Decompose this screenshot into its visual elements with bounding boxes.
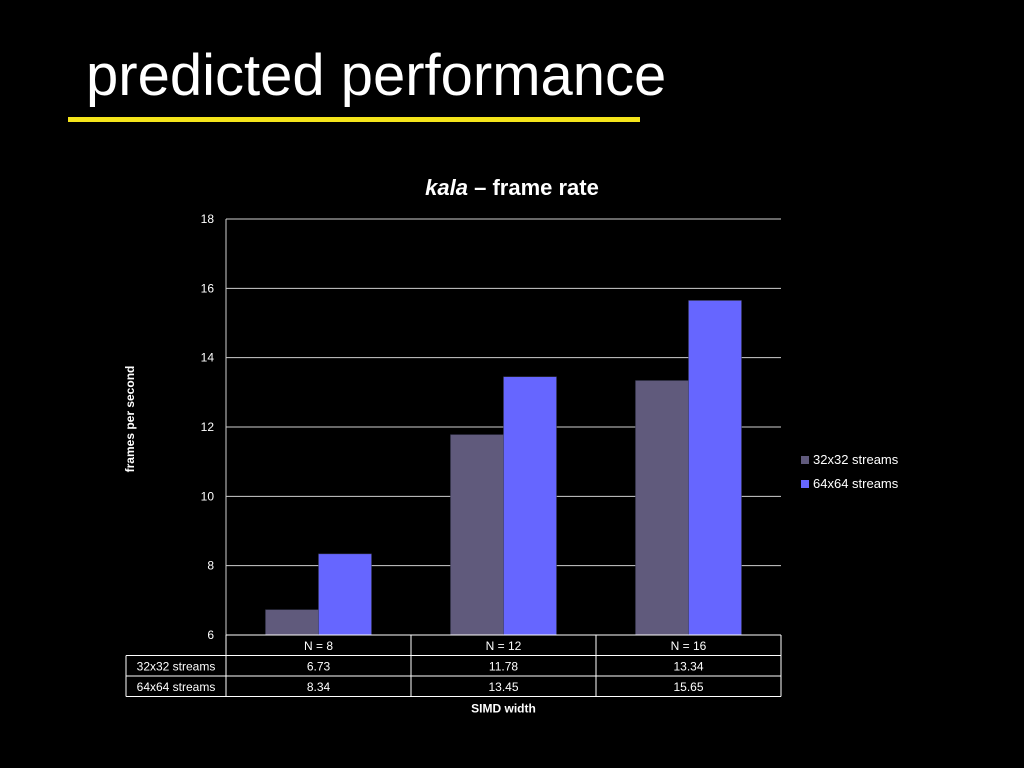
y-tick-label: 12 bbox=[201, 420, 215, 434]
category-label: N = 8 bbox=[304, 639, 333, 653]
table-value: 13.45 bbox=[488, 680, 518, 694]
category-label: N = 12 bbox=[486, 639, 522, 653]
title-underline bbox=[68, 117, 640, 122]
legend-item-32x32: 32x32 streams bbox=[801, 448, 898, 472]
legend-label-64x64: 64x64 streams bbox=[813, 476, 899, 491]
table-series-label: 32x32 streams bbox=[137, 660, 216, 674]
bar-32x32 bbox=[265, 609, 319, 636]
chart-title-emphasis: kala bbox=[425, 175, 468, 200]
table-value: 6.73 bbox=[307, 660, 331, 674]
x-axis-label: SIMD width bbox=[471, 702, 536, 716]
table-value: 8.34 bbox=[307, 680, 331, 694]
legend-label-32x32: 32x32 streams bbox=[813, 452, 899, 467]
table-value: 13.34 bbox=[673, 660, 703, 674]
legend-swatch-32x32 bbox=[801, 456, 809, 464]
bar-64x64 bbox=[318, 553, 372, 636]
bar-32x32 bbox=[450, 434, 504, 636]
y-axis-label: frames per second bbox=[123, 366, 137, 473]
legend-item-64x64: 64x64 streams bbox=[801, 472, 898, 496]
chart-legend: 32x32 streams 64x64 streams bbox=[801, 448, 898, 496]
table-value: 11.78 bbox=[489, 660, 518, 674]
bar-64x64 bbox=[688, 300, 742, 636]
slide-title: predicted performance bbox=[86, 43, 667, 108]
bar-32x32 bbox=[635, 380, 689, 636]
y-tick-label: 14 bbox=[201, 351, 215, 365]
bar-64x64 bbox=[503, 376, 557, 636]
table-value: 15.65 bbox=[673, 680, 703, 694]
y-tick-label: 8 bbox=[207, 559, 214, 573]
legend-swatch-64x64 bbox=[801, 480, 809, 488]
y-tick-label: 16 bbox=[201, 281, 215, 295]
y-tick-label: 10 bbox=[201, 489, 215, 503]
table-series-label: 64x64 streams bbox=[137, 680, 216, 694]
category-label: N = 16 bbox=[671, 639, 707, 653]
y-tick-label: 18 bbox=[201, 212, 215, 226]
chart-title-rest: – frame rate bbox=[467, 175, 599, 200]
chart-title: kala – frame rate bbox=[380, 174, 644, 202]
y-tick-label: 6 bbox=[207, 628, 214, 642]
